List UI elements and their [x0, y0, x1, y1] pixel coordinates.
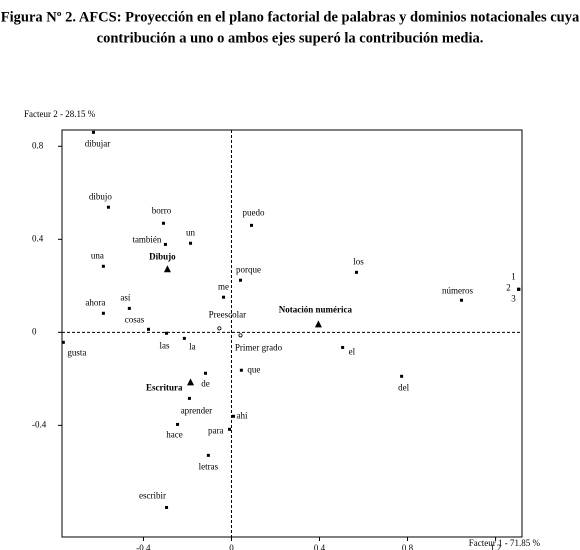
point [101, 311, 105, 315]
point [206, 453, 210, 457]
point [400, 374, 404, 378]
point [222, 295, 226, 299]
x-tick-label: -0.4 [136, 543, 151, 550]
point [238, 333, 243, 338]
point-label: dibujo [89, 191, 113, 201]
point [101, 264, 105, 268]
y-tick-label: -0.4 [32, 419, 47, 429]
point [189, 241, 193, 245]
point-label: una [91, 250, 104, 260]
point-label: cosas [125, 314, 145, 324]
point-label: Primer grado [235, 342, 283, 352]
y-axis-label: Facteur 2 - 28.15 % [24, 109, 96, 119]
point-label: hace [166, 429, 182, 439]
point [127, 306, 131, 310]
point-label: para [208, 425, 224, 435]
point-label: 2 [506, 282, 511, 292]
point-label: letras [199, 461, 219, 471]
point [341, 345, 345, 349]
point-label: así [120, 292, 130, 302]
point-label: del [398, 382, 409, 392]
point [176, 422, 180, 426]
point [227, 427, 231, 431]
point-label: Dibujo [149, 251, 176, 261]
point [106, 205, 110, 209]
point-label: 1 [511, 271, 516, 281]
point [204, 371, 208, 375]
point [163, 242, 167, 246]
point-label: las [160, 340, 170, 350]
chart-title: Figura Nº 2. AFCS: Proyección en el plan… [1, 9, 580, 25]
point-label: de [201, 378, 210, 388]
chart-title: contribución a uno o ambos ejes superó l… [97, 30, 484, 46]
point-label: también [132, 234, 161, 244]
point-label: escribir [139, 491, 166, 501]
point [182, 336, 186, 340]
point [165, 505, 169, 509]
point-label: que [247, 364, 260, 374]
point-label: Escritura [146, 382, 183, 392]
x-tick-label: 0.8 [402, 543, 414, 550]
y-tick-label: 0 [32, 326, 37, 336]
point [165, 331, 169, 335]
point-label: Preescolar [209, 309, 246, 319]
point [231, 414, 235, 418]
point [187, 396, 191, 400]
y-tick-label: 0.8 [32, 140, 44, 150]
point [314, 320, 322, 328]
point [459, 298, 463, 302]
point [61, 340, 65, 344]
point-label: un [186, 227, 196, 237]
point [517, 287, 521, 291]
point [217, 326, 222, 331]
point [187, 378, 195, 386]
x-tick-label: 0 [229, 543, 234, 550]
point [354, 270, 358, 274]
point-label: borro [152, 205, 172, 215]
point-label: los [353, 256, 364, 266]
point [161, 221, 165, 225]
point-label: Notación numérica [279, 304, 353, 314]
point-label: gusta [67, 347, 86, 357]
point-label: 3 [511, 293, 516, 303]
point-label: ahora [85, 297, 105, 307]
point-label: el [349, 347, 356, 357]
point-label: puedo [243, 207, 265, 217]
point-label: la [189, 341, 196, 351]
point-label: dibujar [85, 138, 111, 148]
point-label: me [218, 281, 229, 291]
point [146, 327, 150, 331]
point [91, 130, 95, 134]
point-label: porque [236, 264, 261, 274]
x-tick-label: 1.2 [490, 543, 501, 550]
point [238, 278, 242, 282]
point-label: aprender [181, 405, 212, 415]
point [239, 368, 243, 372]
plot-frame [61, 129, 523, 538]
point-label: números [442, 285, 473, 295]
point-label: ahí [236, 410, 247, 420]
point [163, 265, 171, 273]
point [250, 223, 254, 227]
y-tick-label: 0.4 [32, 233, 44, 243]
x-tick-label: 0.4 [314, 543, 326, 550]
x-axis-label: Facteur 1 - 71.85 % [469, 538, 541, 548]
